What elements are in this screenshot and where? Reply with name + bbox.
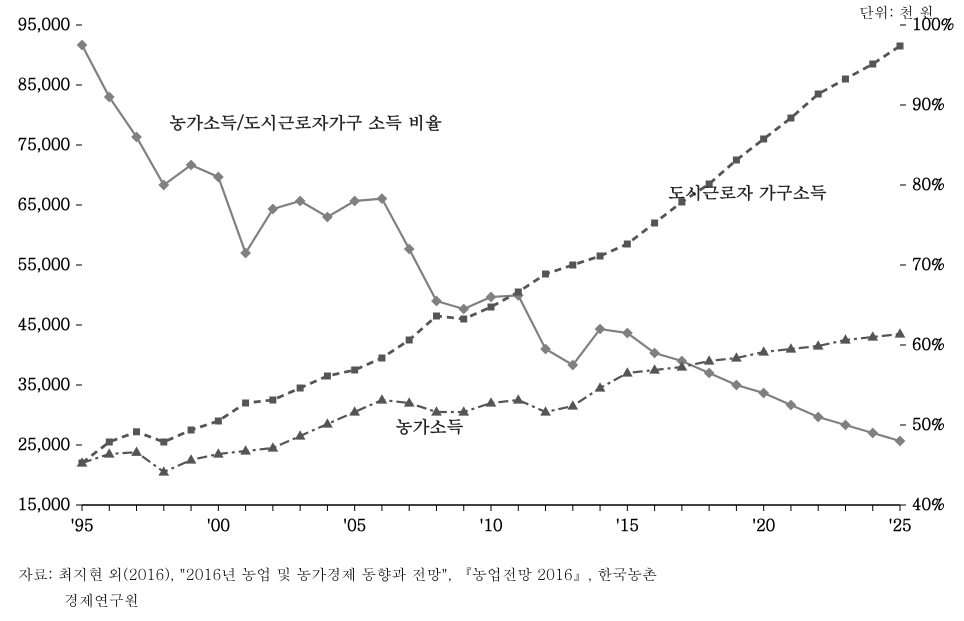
svg-text:농가소득/도시근로자가구 소득 비율: 농가소득/도시근로자가구 소득 비율 [169,110,442,134]
svg-text:60%: 60% [912,332,945,355]
svg-text:65,000: 65,000 [18,192,71,215]
svg-text:40%: 40% [912,492,945,515]
svg-text:'15: '15 [616,513,639,536]
svg-text:90%: 90% [912,92,945,115]
svg-text:25,000: 25,000 [18,432,71,455]
svg-text:농가소득: 농가소득 [396,414,464,438]
svg-text:도시근로자 가구소득: 도시근로자 가구소득 [668,180,827,204]
source-text: 자료: 최지현 외(2016), "2016년 농업 및 농가경제 동향과 전망… [18,562,657,613]
svg-text:'25: '25 [888,513,911,536]
svg-text:'10: '10 [479,513,503,536]
svg-text:45,000: 45,000 [18,312,71,335]
svg-text:70%: 70% [912,252,945,275]
svg-text:55,000: 55,000 [18,252,71,275]
source-line-1: 자료: 최지현 외(2016), "2016년 농업 및 농가경제 동향과 전망… [18,564,657,585]
chart-container: 단위: 천 원 '95 '00 '05 '10 '15 '20 '25 15,000 25,00… [0,0,964,621]
svg-text:35,000: 35,000 [18,372,71,395]
svg-text:'05: '05 [343,513,366,536]
source-line-2: 경제연구원 [18,588,657,614]
svg-text:'95: '95 [70,513,93,536]
svg-text:'00: '00 [207,513,231,536]
unit-label: 단위: 천 원 [859,2,934,23]
svg-text:15,000: 15,000 [18,492,71,515]
svg-text:75,000: 75,000 [18,132,71,155]
svg-text:95,000: 95,000 [18,12,71,35]
svg-text:80%: 80% [912,172,945,195]
svg-text:50%: 50% [912,412,945,435]
svg-text:'20: '20 [752,513,776,536]
chart-svg: '95 '00 '05 '10 '15 '20 '25 15,000 25,000 35,000 4… [0,0,964,560]
svg-text:85,000: 85,000 [18,72,71,95]
